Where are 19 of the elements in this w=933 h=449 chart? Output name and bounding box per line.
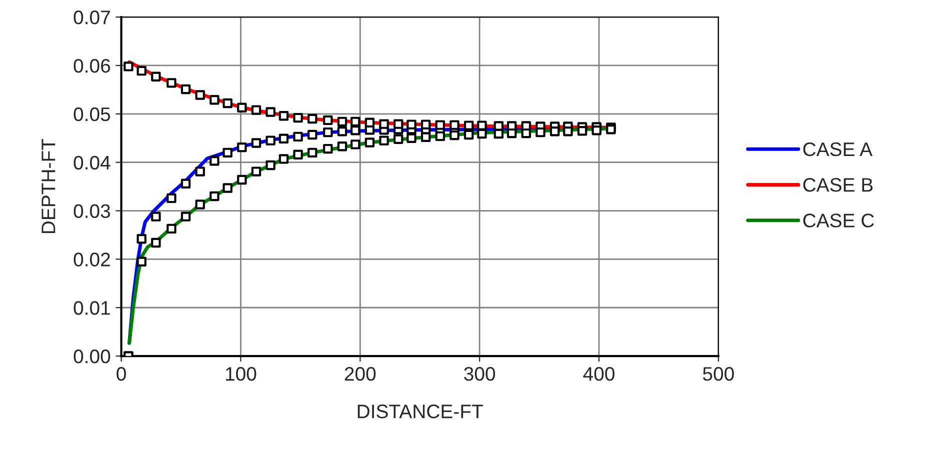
y-tick-label: 0.01 [74,301,110,315]
y-tick-label: 0.05 [74,107,110,122]
legend-label: CASE C [803,214,874,228]
y-tick-label: 0.03 [74,204,110,218]
x-tick-label: 200 [344,366,376,381]
legend-label: CASE A [803,142,873,156]
y-tick-label: 0.00 [74,350,110,364]
x-tick-label: 0 [116,366,126,381]
y-tick-label: 0.02 [74,252,110,266]
x-tick-label: 100 [226,366,256,381]
y-tick-label: 0.06 [74,58,110,73]
x-tick-label: 300 [464,366,496,381]
y-tick-label: 0.04 [74,156,110,170]
y-tick-label: 0.07 [74,10,110,24]
legend-label: CASE B [803,178,873,192]
x-tick-label: 500 [702,366,734,381]
x-axis-title: DISTANCE-FT [358,404,483,418]
x-tick-label: 400 [583,366,614,381]
y-axis-title: DEPTH-FT [42,138,56,234]
